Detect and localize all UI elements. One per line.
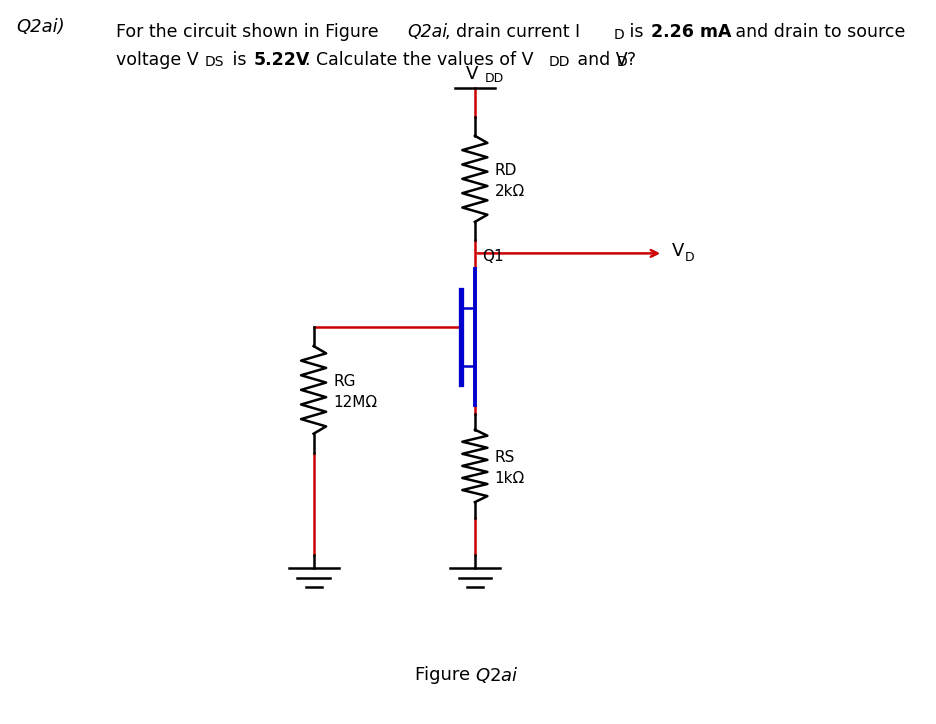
- Text: , drain current I: , drain current I: [445, 23, 579, 41]
- Text: and V: and V: [571, 51, 626, 69]
- Text: D: D: [613, 28, 623, 41]
- Text: is: is: [623, 23, 649, 41]
- Text: Q2ai): Q2ai): [16, 18, 65, 36]
- Text: DD: DD: [548, 55, 569, 69]
- Text: and drain to source: and drain to source: [729, 23, 904, 41]
- Text: DS: DS: [204, 55, 224, 69]
- Text: Q1: Q1: [481, 248, 504, 264]
- Text: V: V: [671, 243, 683, 260]
- Text: 2.26 mA: 2.26 mA: [651, 23, 731, 41]
- Text: is: is: [227, 51, 252, 69]
- Text: $Q2ai$: $Q2ai$: [475, 665, 518, 685]
- Text: D: D: [684, 251, 694, 264]
- Text: 5.22V: 5.22V: [254, 51, 310, 69]
- Text: Q2ai: Q2ai: [407, 23, 447, 41]
- Text: RS: RS: [494, 450, 515, 465]
- Text: RG: RG: [333, 374, 356, 389]
- Text: . Calculate the values of V: . Calculate the values of V: [304, 51, 533, 69]
- Text: ?: ?: [626, 51, 636, 69]
- Text: RD: RD: [494, 163, 517, 177]
- Text: 12MΩ: 12MΩ: [333, 395, 377, 411]
- Text: For the circuit shown in Figure: For the circuit shown in Figure: [116, 23, 384, 41]
- Text: 1kΩ: 1kΩ: [494, 471, 524, 487]
- Text: voltage V: voltage V: [116, 51, 198, 69]
- Text: 2kΩ: 2kΩ: [494, 185, 524, 199]
- Text: D: D: [616, 55, 626, 69]
- Text: DD: DD: [484, 72, 504, 85]
- Text: Figure: Figure: [415, 666, 475, 683]
- Text: V: V: [465, 65, 478, 83]
